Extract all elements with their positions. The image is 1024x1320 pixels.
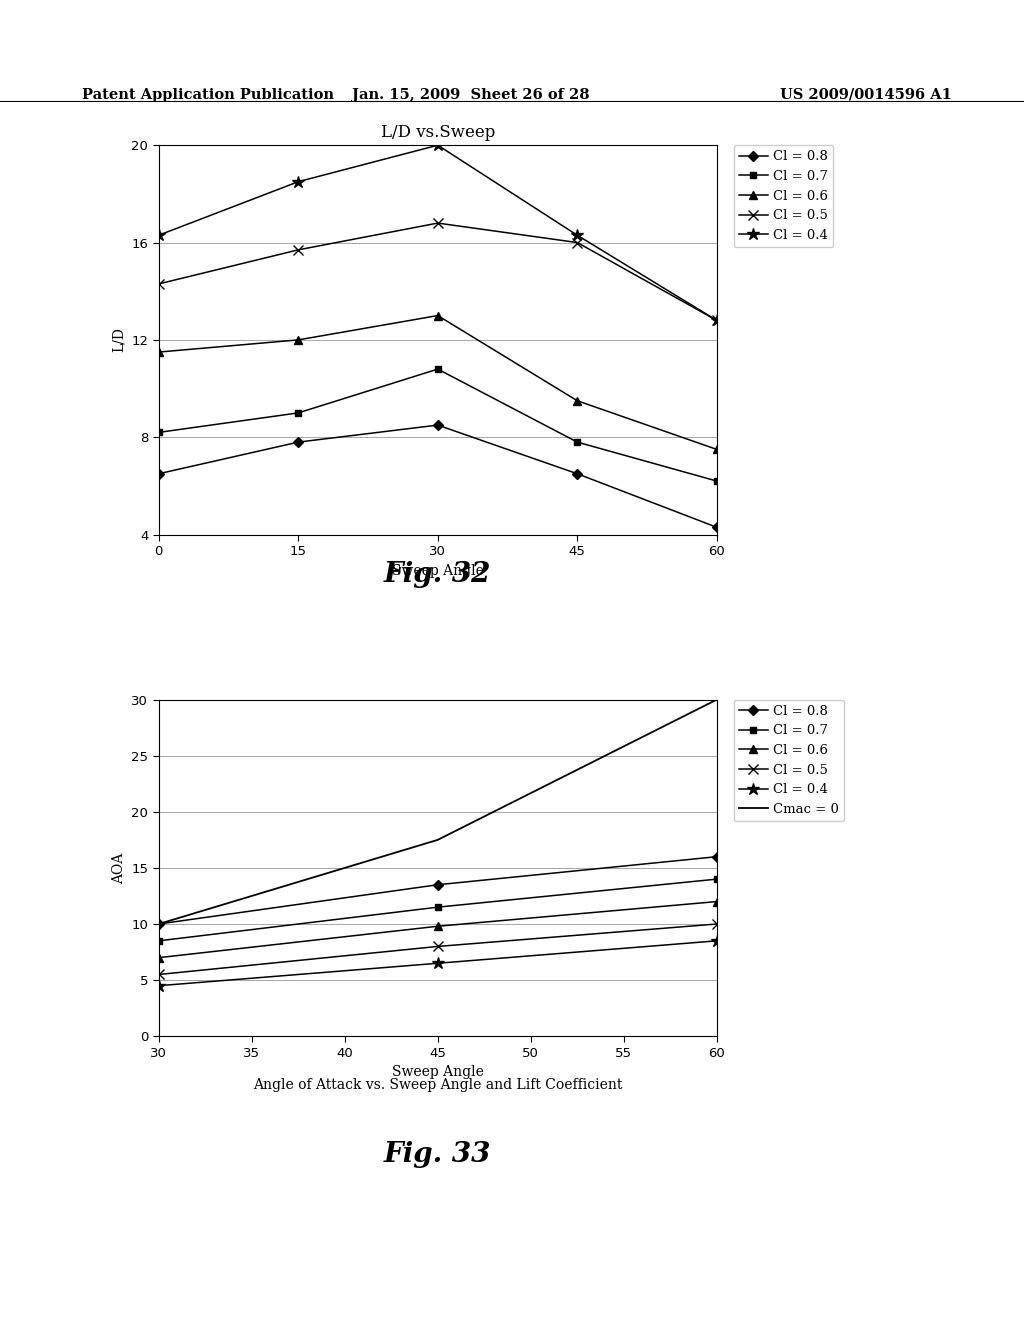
Cl = 0.7 [292,405,304,421]
Cl = 0.7 [711,473,723,488]
Cl = 0.7 [432,362,444,378]
Cl = 0.8 [153,916,165,932]
Text: US 2009/0014596 A1: US 2009/0014596 A1 [780,88,952,102]
Cl = 0.5 [571,235,584,251]
Cl = 0.8 [432,417,444,433]
Cl = 0.6 [711,894,723,909]
Cl = 0.6 [292,333,304,348]
Cl = 0.5 [153,966,165,982]
Cmac = 0 [153,916,165,932]
Line: Cl = 0.7: Cl = 0.7 [156,366,720,484]
Line: Cl = 0.4: Cl = 0.4 [153,935,723,991]
Cl = 0.8 [711,849,723,865]
Line: Cl = 0.5: Cl = 0.5 [154,919,722,979]
Cl = 0.8 [432,876,444,892]
Cl = 0.7 [711,871,723,887]
X-axis label: Sweep Angle: Sweep Angle [392,564,483,578]
Text: Fig. 33: Fig. 33 [384,1142,492,1168]
Cl = 0.4 [432,137,444,153]
Cl = 0.6 [432,308,444,323]
Line: Cl = 0.7: Cl = 0.7 [156,875,720,944]
Line: Cl = 0.5: Cl = 0.5 [154,218,722,325]
Line: Cl = 0.8: Cl = 0.8 [156,853,720,928]
Cmac = 0 [432,832,444,847]
Cl = 0.8 [571,466,584,482]
Cl = 0.4 [292,174,304,190]
Line: Cl = 0.8: Cl = 0.8 [156,421,720,531]
Cl = 0.8 [711,519,723,535]
Y-axis label: L/D: L/D [112,327,126,352]
Cl = 0.4 [711,313,723,329]
Cl = 0.7 [153,425,165,441]
Cl = 0.5 [711,916,723,932]
Cl = 0.5 [153,276,165,292]
Cl = 0.6 [571,393,584,409]
Cl = 0.7 [153,933,165,949]
Cl = 0.7 [432,899,444,915]
Line: Cl = 0.6: Cl = 0.6 [155,898,721,962]
Legend: Cl = 0.8, Cl = 0.7, Cl = 0.6, Cl = 0.5, Cl = 0.4, Cmac = 0: Cl = 0.8, Cl = 0.7, Cl = 0.6, Cl = 0.5, … [733,700,844,821]
Cl = 0.8 [153,466,165,482]
Cl = 0.6 [153,345,165,360]
Text: Patent Application Publication: Patent Application Publication [82,88,334,102]
Cl = 0.4 [571,227,584,243]
Text: Jan. 15, 2009  Sheet 26 of 28: Jan. 15, 2009 Sheet 26 of 28 [352,88,590,102]
Line: Cl = 0.6: Cl = 0.6 [155,312,721,454]
Cl = 0.4 [432,956,444,972]
Line: Cmac = 0: Cmac = 0 [159,700,717,924]
Cl = 0.4 [153,978,165,994]
Text: Fig. 32: Fig. 32 [384,561,492,589]
Cl = 0.5 [432,215,444,231]
Cmac = 0 [711,692,723,708]
X-axis label: Sweep Angle: Sweep Angle [392,1065,483,1080]
Cl = 0.5 [711,313,723,329]
Cl = 0.6 [711,441,723,457]
Title: L/D vs.Sweep: L/D vs.Sweep [381,124,495,141]
Cl = 0.8 [292,434,304,450]
Cl = 0.4 [711,933,723,949]
Cl = 0.5 [432,939,444,954]
Cl = 0.5 [292,242,304,257]
Y-axis label: AOA: AOA [112,853,126,883]
Line: Cl = 0.4: Cl = 0.4 [153,139,723,326]
Cl = 0.6 [432,919,444,935]
Legend: Cl = 0.8, Cl = 0.7, Cl = 0.6, Cl = 0.5, Cl = 0.4: Cl = 0.8, Cl = 0.7, Cl = 0.6, Cl = 0.5, … [733,145,834,247]
Cl = 0.6 [153,950,165,966]
Cl = 0.7 [571,434,584,450]
Cl = 0.4 [153,227,165,243]
Text: Angle of Attack vs. Sweep Angle and Lift Coefficient: Angle of Attack vs. Sweep Angle and Lift… [253,1078,623,1092]
